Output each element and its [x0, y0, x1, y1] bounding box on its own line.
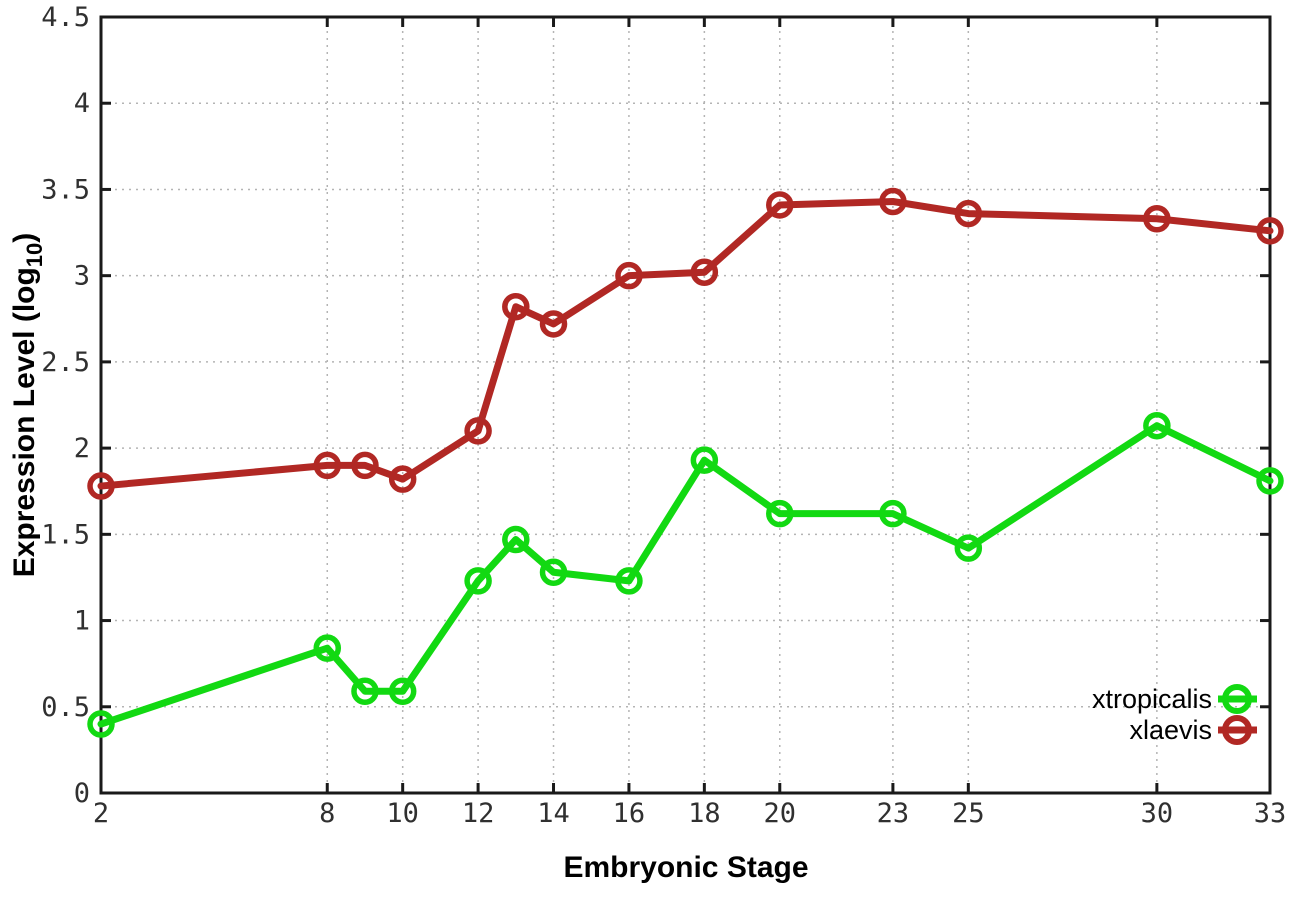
data-point-xtropicalis-33	[1256, 467, 1284, 495]
legend-label-xtropicalis: xtropicalis	[1092, 684, 1212, 714]
data-point-xlaevis-16	[615, 261, 643, 290]
y-tick-label: 0.5	[41, 692, 90, 723]
data-point-xtropicalis-13	[502, 525, 530, 554]
x-tick-label: 16	[613, 798, 646, 829]
data-point-xlaevis-14	[539, 310, 568, 338]
y-tick-label: 4	[74, 88, 90, 119]
data-point-xlaevis-30	[1143, 205, 1171, 233]
series-line-xlaevis	[97, 198, 1274, 490]
y-axis-title-close: )	[8, 233, 41, 243]
legend-marker-xlaevis	[1222, 715, 1252, 745]
x-axis-title: Embryonic Stage	[563, 851, 808, 884]
x-tick-label: 20	[764, 798, 797, 829]
data-point-xtropicalis-20	[766, 499, 794, 528]
data-point-xlaevis-18	[690, 258, 719, 286]
x-tick-label: 25	[952, 798, 985, 829]
x-tick-label: 10	[386, 798, 419, 829]
data-point-xtropicalis-9	[351, 677, 379, 706]
y-tick-label: 1	[74, 606, 90, 637]
axes-layer: 2 8 10 12 14 16 18 20 23 25 30 33 0 0.5 1 1.5 2 2.5 3 3.5 4 4…	[41, 2, 1286, 829]
data-point-xlaevis-10	[388, 465, 417, 493]
gridlines-layer	[101, 17, 1270, 793]
y-tick-label: 2	[74, 433, 90, 464]
y-tick-label: 3.5	[41, 174, 90, 205]
plot-border	[99, 15, 1272, 795]
data-point-xlaevis-2	[87, 472, 115, 500]
data-point-xtropicalis-2	[87, 710, 115, 738]
x-tick-label: 23	[877, 798, 910, 829]
data-point-xtropicalis-23	[879, 499, 907, 528]
x-tick-label: 12	[462, 798, 495, 829]
x-tick-label: 18	[688, 798, 721, 829]
data-point-xtropicalis-30	[1143, 411, 1171, 440]
data-point-xlaevis-23	[879, 187, 907, 216]
x-tick-label: 8	[319, 798, 335, 829]
data-point-xlaevis-12	[464, 417, 492, 445]
x-tick-label: 14	[537, 798, 570, 829]
data-point-xtropicalis-25	[954, 534, 983, 562]
y-axis-title-subscript: 10	[22, 243, 47, 267]
data-point-xtropicalis-18	[690, 446, 719, 474]
x-tick-label: 33	[1254, 798, 1287, 829]
data-point-xtropicalis-8	[313, 634, 342, 662]
series-layer	[87, 187, 1284, 738]
data-point-xtropicalis-12	[464, 567, 492, 595]
y-axis-title: Expression Level (log10)	[8, 233, 47, 578]
series-line-xtropicalis	[97, 422, 1274, 728]
data-point-xlaevis-8	[313, 451, 342, 480]
x-tick-label: 2	[93, 798, 109, 829]
x-tick-label: 30	[1141, 798, 1174, 829]
data-point-xlaevis-20	[766, 191, 794, 219]
y-tick-label: 1.5	[41, 519, 90, 550]
data-point-xtropicalis-16	[615, 567, 643, 595]
y-tick-label: 3	[74, 261, 90, 292]
data-point-xlaevis-25	[954, 199, 983, 228]
data-point-xlaevis-9	[351, 451, 379, 480]
y-tick-label: 4.5	[41, 2, 90, 33]
legend-marker-xtropicalis	[1222, 684, 1252, 714]
data-point-xlaevis-33	[1256, 217, 1284, 245]
data-point-xlaevis-13	[502, 292, 530, 321]
data-point-xtropicalis-10	[388, 677, 417, 706]
data-point-xtropicalis-14	[539, 558, 568, 587]
legend-label-xlaevis: xlaevis	[1129, 715, 1212, 745]
y-tick-label: 0	[74, 778, 90, 809]
y-tick-label: 2.5	[41, 347, 90, 378]
y-axis-title-main: Expression Level (log	[8, 267, 41, 577]
